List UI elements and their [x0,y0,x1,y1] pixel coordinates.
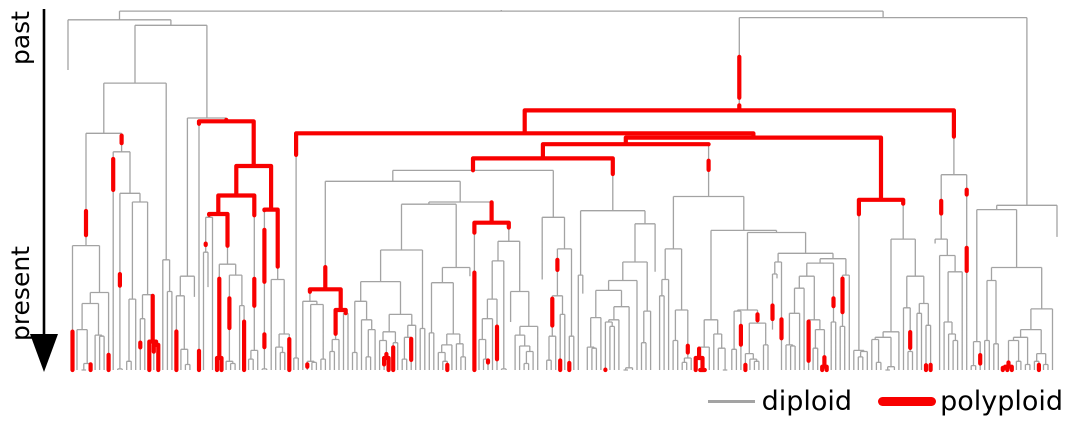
past-axis-label: past [6,11,35,66]
diploid-branches [67,10,1058,371]
diploid-line-icon [707,400,755,403]
time-arrow-head-icon [30,334,58,372]
legend-label-diploid: diploid [761,386,853,417]
time-arrow [30,9,58,372]
polyploid-line-icon [878,397,937,406]
legend-label-polyploid: polyploid [940,386,1063,417]
polyploid-branches [70,54,1041,373]
legend: diploid polyploid [707,386,1063,417]
present-axis-label: present [6,246,35,342]
